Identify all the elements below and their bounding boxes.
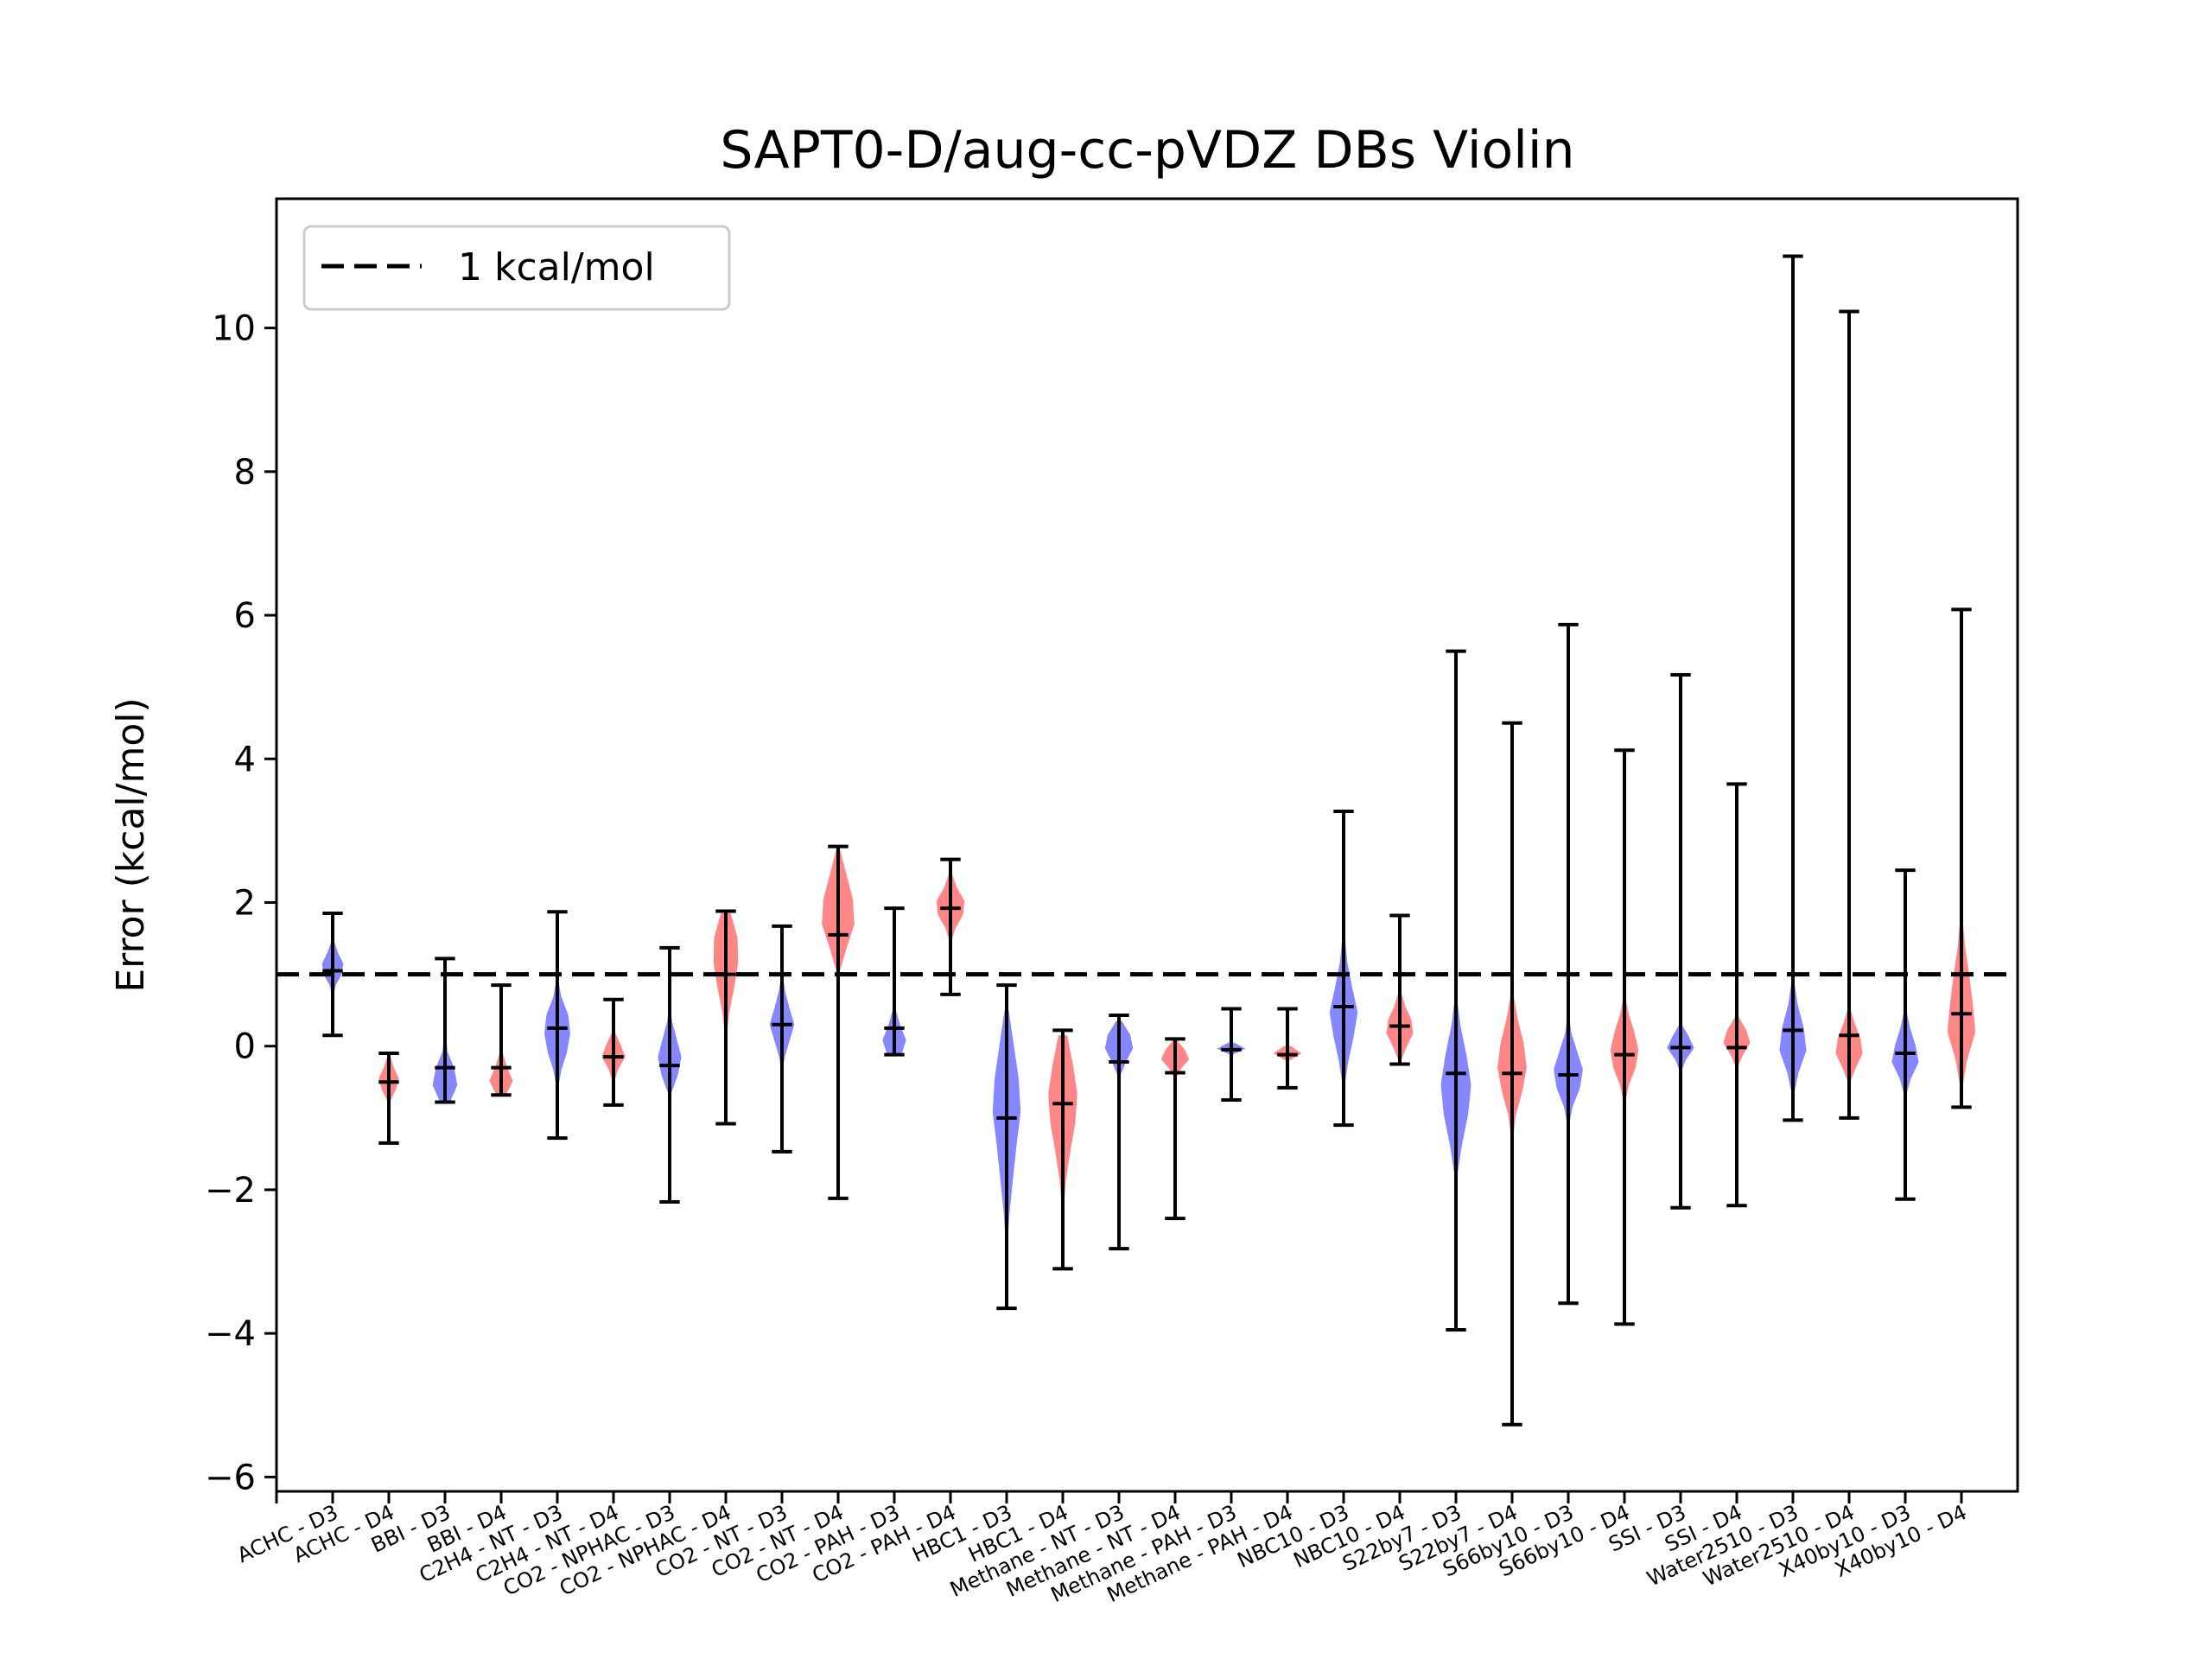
y-tick-label: 2 — [234, 883, 256, 923]
chart-title: SAPT0-D/aug-cc-pVDZ DBs Violin — [720, 120, 1574, 181]
y-tick-label: 4 — [234, 740, 256, 779]
y-tick-label: −6 — [205, 1458, 256, 1497]
legend: 1 kcal/mol — [302, 225, 731, 311]
y-axis-label: Error (kcal/mol) — [109, 697, 153, 992]
legend-box — [302, 225, 731, 311]
y-axis: −6 −4 −2 0 2 4 6 8 10 — [205, 309, 276, 1497]
y-tick-label: 6 — [234, 596, 256, 636]
legend-label: 1 kcal/mol — [458, 245, 655, 289]
y-tick-label: 8 — [234, 453, 256, 493]
y-tick-label: −2 — [205, 1171, 256, 1211]
whisker-layer — [322, 254, 1972, 1427]
y-tick-label: 10 — [212, 309, 256, 349]
y-tick-label: 0 — [234, 1027, 256, 1067]
plot-frame — [275, 197, 2019, 1493]
y-tick-label: −4 — [205, 1314, 256, 1354]
